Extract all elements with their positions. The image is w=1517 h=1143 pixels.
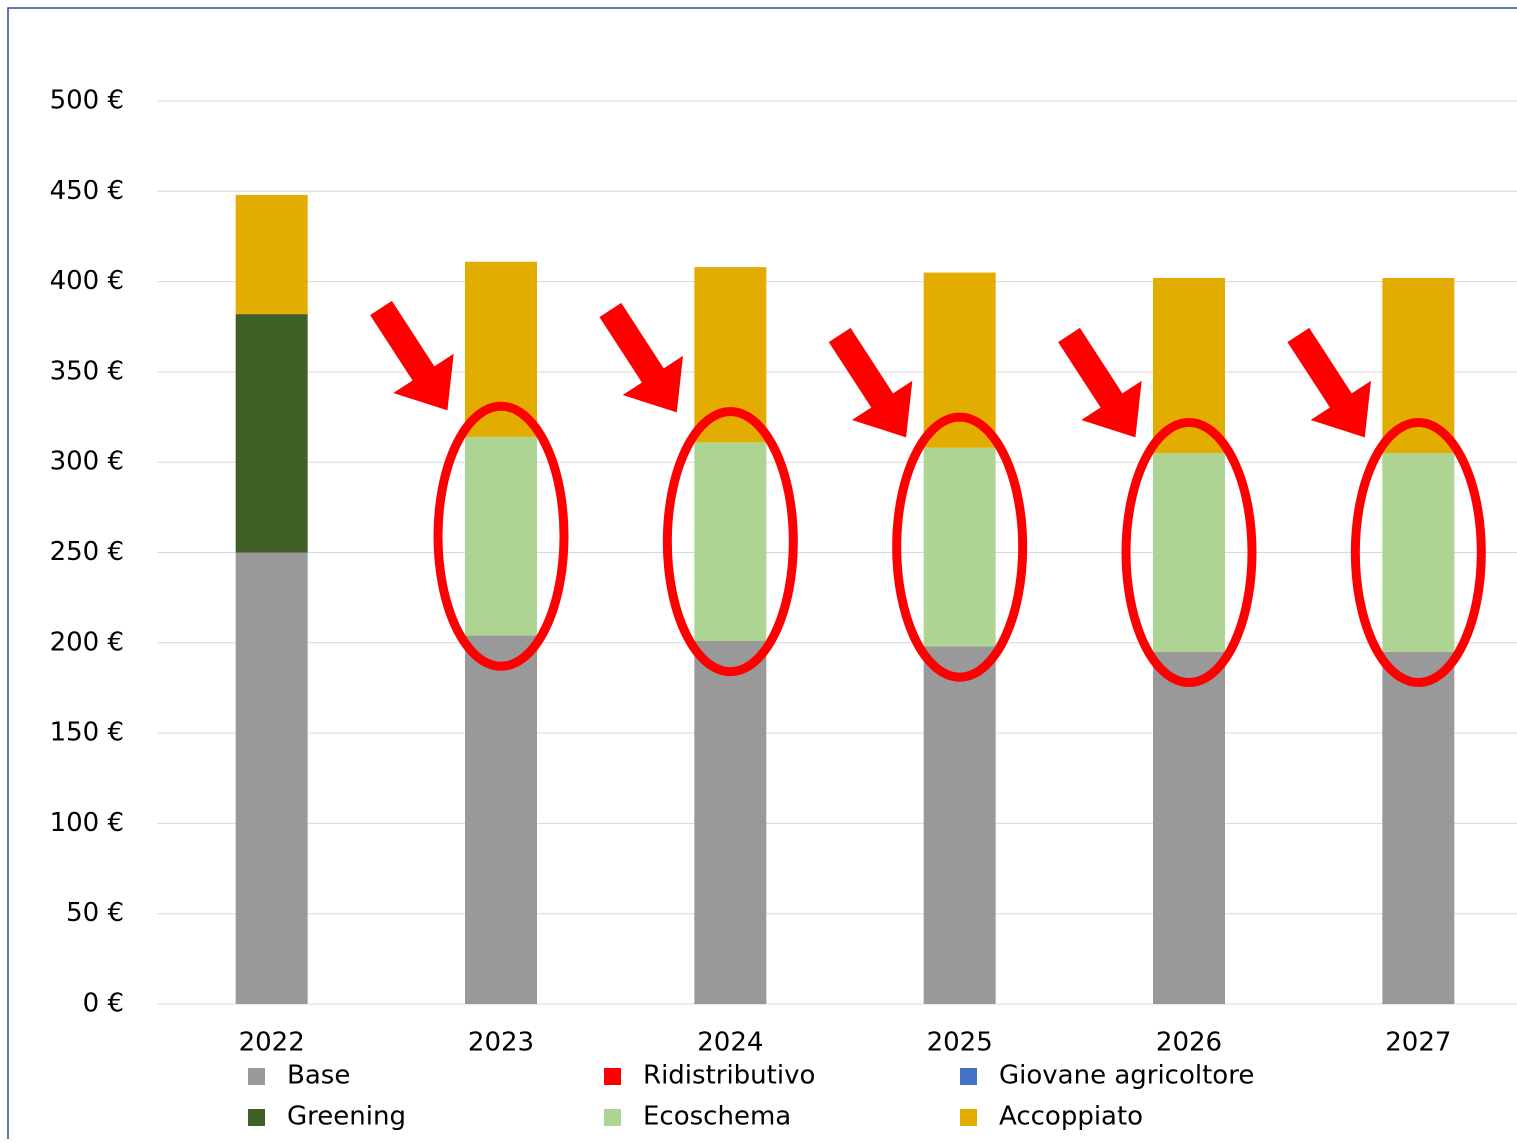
arrow	[1058, 327, 1142, 438]
x-tick-label: 2022	[239, 1028, 305, 1058]
legend-label: Giovane agricoltore	[999, 1061, 1254, 1091]
y-tick-label: 400 €	[50, 266, 124, 296]
bar-segment	[1382, 453, 1455, 652]
x-tick-label: 2023	[468, 1028, 534, 1058]
legend-swatch	[604, 1109, 621, 1126]
bar-segment	[923, 646, 996, 1004]
legend-swatch	[248, 1109, 265, 1126]
legend-label: Ecoschema	[643, 1102, 791, 1132]
y-tick-label: 0 €	[83, 989, 124, 1019]
legend-swatch	[960, 1068, 977, 1085]
y-tick-label: 300 €	[50, 447, 124, 477]
bar-segment	[235, 552, 308, 1004]
legend-swatch	[604, 1068, 621, 1085]
bar-segment	[694, 442, 767, 641]
y-tick-label: 450 €	[50, 176, 124, 206]
arrow	[599, 302, 684, 413]
y-tick-label: 50 €	[66, 898, 124, 928]
frame	[7, 7, 1517, 1143]
x-tick-label: 2025	[927, 1028, 993, 1058]
bar-segment	[235, 194, 308, 315]
y-tick-label: 250 €	[50, 537, 124, 567]
legend-swatch	[248, 1068, 265, 1085]
arrow	[828, 327, 913, 438]
x-tick-label: 2024	[697, 1028, 763, 1058]
bar-segment	[923, 447, 996, 647]
highlight-ellipse	[662, 407, 798, 677]
legend-label: Accoppiato	[999, 1102, 1143, 1132]
highlight-ellipse	[433, 401, 569, 671]
x-tick-label: 2027	[1385, 1028, 1451, 1058]
bar-segment	[465, 436, 537, 636]
legend-label: Greening	[287, 1102, 406, 1132]
legend-label: Base	[287, 1061, 350, 1091]
y-tick-label: 200 €	[50, 627, 124, 657]
legend-label: Ridistributivo	[643, 1061, 815, 1091]
highlight-ellipse	[1350, 418, 1486, 687]
y-tick-label: 150 €	[50, 718, 124, 748]
bar-segment	[465, 635, 537, 1004]
y-tick-label: 500 €	[50, 86, 124, 116]
highlight-ellipse	[1121, 418, 1257, 687]
x-tick-label: 2026	[1156, 1028, 1222, 1058]
bar-segment	[694, 640, 767, 1004]
y-tick-label: 350 €	[50, 356, 124, 386]
arrow	[370, 300, 454, 411]
bar-segment	[1153, 651, 1225, 1004]
legend-swatch	[960, 1109, 977, 1126]
bar-segment	[1153, 453, 1225, 652]
y-tick-label: 100 €	[50, 808, 124, 838]
arrow	[1287, 327, 1372, 438]
bar-segment	[1382, 651, 1455, 1004]
highlight-ellipse	[892, 412, 1028, 682]
bar-segment	[235, 314, 308, 553]
